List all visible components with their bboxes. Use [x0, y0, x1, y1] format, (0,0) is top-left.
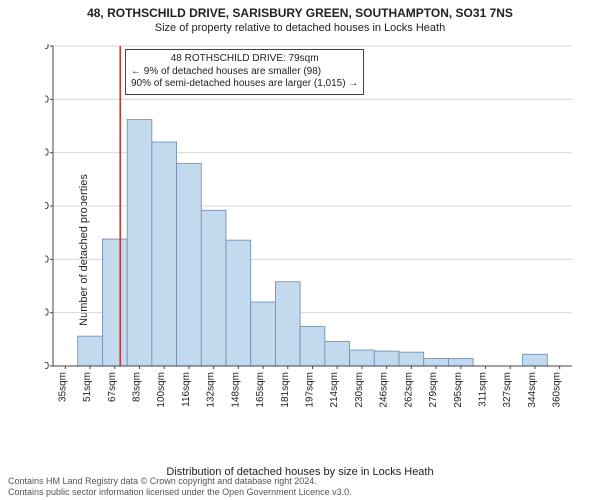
svg-text:148sqm: 148sqm	[230, 372, 241, 408]
svg-text:214sqm: 214sqm	[329, 372, 340, 408]
svg-text:279sqm: 279sqm	[428, 372, 439, 408]
svg-text:300: 300	[45, 44, 49, 52]
attribution-line1: Contains HM Land Registry data © Crown c…	[8, 476, 352, 487]
svg-text:181sqm: 181sqm	[280, 372, 291, 408]
svg-text:100sqm: 100sqm	[156, 372, 167, 408]
chart-area: 0 50 100 150 200 250 300 35sqm 51sqm 67sqm 83sqm 10…	[45, 44, 580, 424]
svg-text:83sqm: 83sqm	[132, 372, 143, 402]
svg-text:35sqm: 35sqm	[57, 372, 68, 402]
svg-text:50: 50	[45, 308, 49, 319]
attribution-line2: Contains public sector information licen…	[8, 487, 352, 498]
svg-text:200: 200	[45, 148, 49, 159]
svg-text:327sqm: 327sqm	[502, 372, 513, 408]
svg-text:0: 0	[45, 361, 49, 372]
svg-text:67sqm: 67sqm	[107, 372, 118, 402]
svg-text:360sqm: 360sqm	[552, 372, 563, 408]
svg-text:250: 250	[45, 94, 49, 105]
svg-text:197sqm: 197sqm	[305, 372, 316, 408]
svg-text:51sqm: 51sqm	[82, 372, 93, 402]
svg-text:132sqm: 132sqm	[206, 372, 217, 408]
annotation-box: 48 ROTHSCHILD DRIVE: 79sqm ← 9% of detac…	[125, 49, 364, 95]
svg-text:100: 100	[45, 254, 49, 265]
svg-text:116sqm: 116sqm	[181, 372, 192, 407]
svg-text:246sqm: 246sqm	[379, 372, 390, 408]
svg-text:311sqm: 311sqm	[478, 372, 489, 407]
svg-text:344sqm: 344sqm	[527, 372, 538, 408]
histogram-plot: 0 50 100 150 200 250 300 35sqm 51sqm 67sqm 83sqm 10…	[45, 44, 580, 424]
annotation-line2: ← 9% of detached houses are smaller (98)	[131, 66, 358, 79]
page-subtitle: Size of property relative to detached ho…	[0, 20, 600, 34]
svg-text:230sqm: 230sqm	[354, 372, 365, 408]
annotation-line1: 48 ROTHSCHILD DRIVE: 79sqm	[131, 53, 358, 66]
svg-text:150: 150	[45, 201, 49, 212]
attribution: Contains HM Land Registry data © Crown c…	[8, 476, 352, 498]
svg-text:262sqm: 262sqm	[403, 372, 414, 408]
svg-text:165sqm: 165sqm	[255, 372, 266, 408]
page-title: 48, ROTHSCHILD DRIVE, SARISBURY GREEN, S…	[0, 0, 600, 20]
annotation-line3: 90% of semi-detached houses are larger (…	[131, 78, 358, 91]
svg-text:295sqm: 295sqm	[453, 372, 464, 408]
